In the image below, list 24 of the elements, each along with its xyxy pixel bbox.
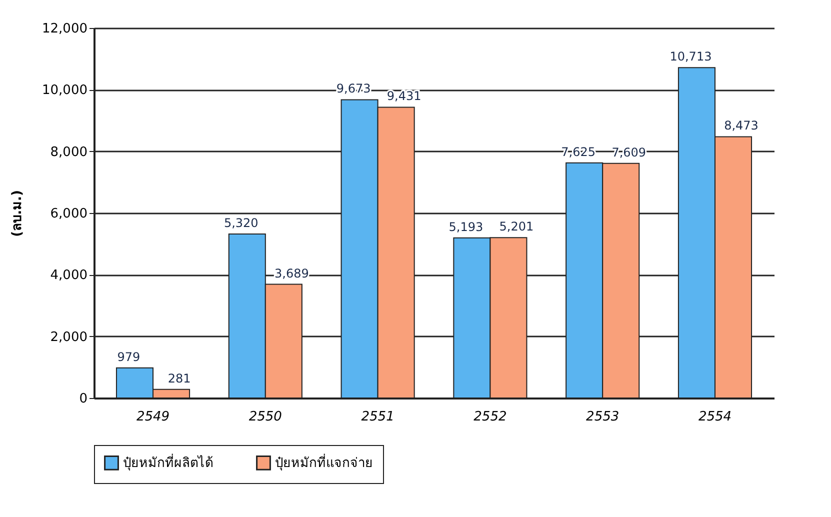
- data-label: 281: [168, 371, 191, 386]
- x-tick-label: 2551: [361, 410, 394, 424]
- data-label: 5,201: [499, 220, 534, 234]
- x-tick-label: 2550: [248, 410, 282, 424]
- legend-label: ปุ๋ยหมักที่ผลิตได้: [123, 454, 213, 471]
- data-label: 9,431: [386, 89, 422, 104]
- x-tick-label: 2554: [698, 410, 732, 424]
- data-label: 979: [117, 350, 140, 364]
- y-tick-label: 12,000: [42, 22, 88, 36]
- y-tick-label: 0: [79, 392, 88, 406]
- x-tick-label: 2552: [474, 410, 507, 424]
- y-tick-label: 6,000: [50, 206, 88, 222]
- y-tick-label: 2,000: [50, 330, 88, 345]
- y-axis-title: (ลบ.ม.): [10, 190, 26, 237]
- data-label: 10,713: [670, 50, 712, 64]
- data-label: 5,193: [448, 220, 484, 234]
- y-tick-label: 4,000: [50, 268, 88, 284]
- data-label: 8,473: [724, 118, 758, 133]
- x-tick-label: 2549: [136, 410, 170, 424]
- y-tick-label: 8,000: [50, 144, 88, 160]
- legend-label: ปุ๋ยหมักที่แจกจ่าย: [275, 454, 373, 471]
- data-label: 5,320: [224, 216, 258, 230]
- x-tick-label: 2553: [586, 410, 620, 424]
- y-tick-label: 10,000: [42, 83, 88, 98]
